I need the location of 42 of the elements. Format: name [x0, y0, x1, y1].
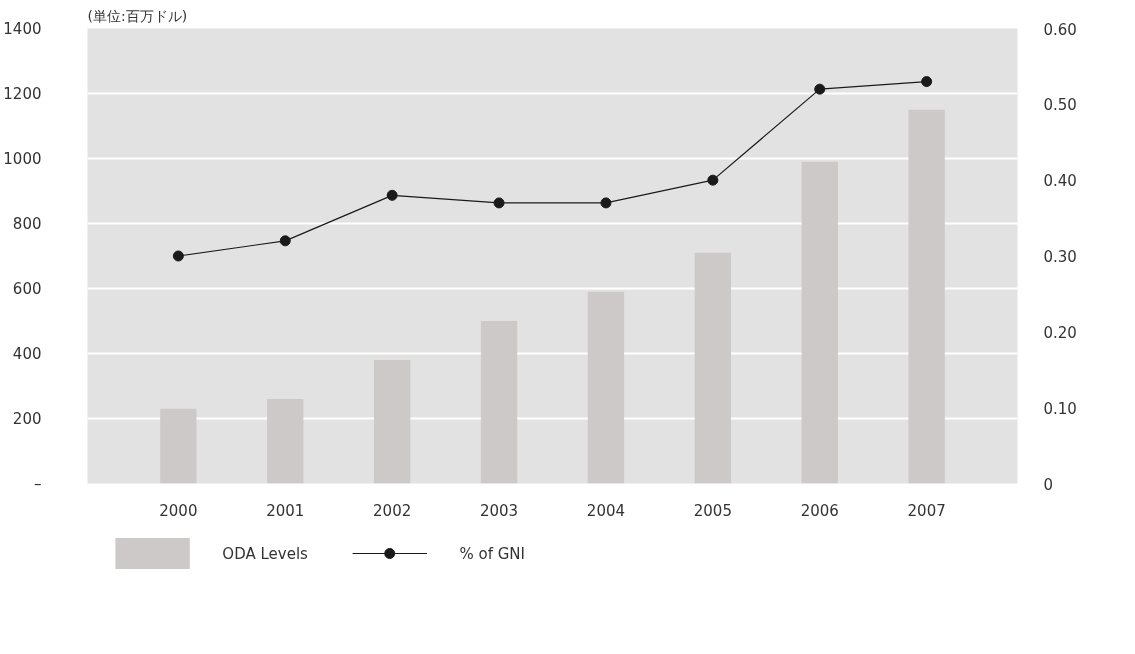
- bar: [908, 109, 945, 484]
- x-tick-label: 2006: [800, 501, 839, 520]
- bar: [801, 161, 838, 484]
- y2-tick-label: 0.40: [1043, 172, 1077, 191]
- bar: [694, 252, 732, 484]
- x-tick-label: 2001: [266, 501, 305, 520]
- legend-label: ODA Levels: [222, 544, 309, 563]
- x-tick-label: 2005: [693, 501, 732, 520]
- x-tick-label: 2004: [586, 501, 626, 520]
- point: [493, 197, 505, 209]
- y-tick-label: 800: [12, 214, 42, 233]
- y2-tick-label: 0.60: [1043, 20, 1077, 39]
- point: [386, 189, 398, 201]
- x-tick-label: 2000: [159, 501, 198, 520]
- x-tick-label: 2003: [479, 501, 519, 520]
- y-tick-label: 200: [12, 409, 42, 428]
- y-tick-label: 1400: [3, 19, 42, 38]
- x-tick-label: 2002: [373, 501, 412, 520]
- point: [814, 83, 826, 95]
- point: [707, 174, 719, 186]
- point: [279, 235, 291, 247]
- legend-label: % of GNI: [459, 544, 526, 563]
- y-tick-label: –: [34, 474, 42, 493]
- bar: [373, 360, 411, 484]
- bar: [267, 399, 304, 484]
- x-tick-label: 2007: [907, 501, 946, 520]
- bar: [587, 291, 625, 484]
- y2-tick-label: 0.20: [1043, 323, 1077, 342]
- point: [600, 197, 612, 209]
- point: [921, 76, 933, 88]
- y2-tick-label: 0.50: [1043, 96, 1077, 115]
- y-tick-label: 600: [12, 279, 42, 298]
- y2-tick-label: 0: [1043, 475, 1054, 494]
- y-tick-label: 1000: [3, 149, 42, 168]
- bar: [480, 321, 518, 484]
- y2-tick-label: 0.10: [1043, 399, 1077, 418]
- bar: [160, 408, 197, 484]
- y-tick-label: 1200: [3, 84, 42, 103]
- y-tick-label: 400: [12, 344, 42, 363]
- y2-tick-label: 0.30: [1043, 248, 1077, 266]
- y-axis-title: (単位:百万ドル): [87, 7, 188, 24]
- point: [172, 250, 184, 262]
